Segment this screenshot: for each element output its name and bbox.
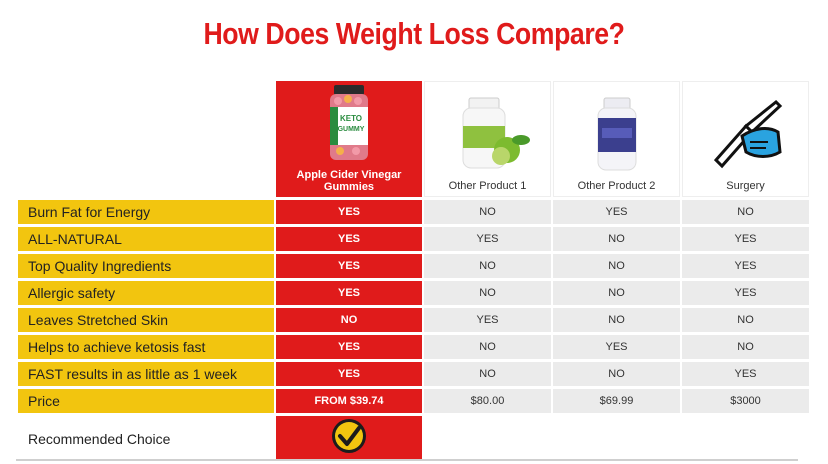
bottle-label-line2: GUMMY — [338, 126, 365, 133]
column-name: Surgery — [726, 180, 765, 192]
value-cell: NO — [553, 227, 680, 251]
value-cell: NO — [553, 308, 680, 332]
scalpel-hand-icon — [713, 99, 782, 169]
value-cell: YES — [682, 254, 809, 278]
featured-value-cell: YES — [276, 200, 422, 224]
value-cell: YES — [682, 281, 809, 305]
value-cell: $3000 — [682, 389, 809, 413]
value-cell: YES — [682, 362, 809, 386]
row-label: Price — [18, 389, 274, 413]
empty-cell — [553, 416, 680, 461]
value-cell: NO — [424, 281, 551, 305]
table-row: Top Quality Ingredients YES NO NO YES — [18, 254, 809, 278]
value-cell: NO — [553, 254, 680, 278]
header-row: KETO GUMMY Apple Cider Vinegar Gummies O… — [18, 81, 809, 197]
value-cell: YES — [424, 227, 551, 251]
value-cell: NO — [682, 308, 809, 332]
page-title: How Does Weight Loss Compare? — [203, 16, 625, 51]
row-label: Helps to achieve ketosis fast — [18, 335, 274, 359]
value-cell: YES — [424, 308, 551, 332]
value-cell: NO — [424, 254, 551, 278]
featured-value-cell: FROM $39.74 — [276, 389, 422, 413]
comparison-table: KETO GUMMY Apple Cider Vinegar Gummies O… — [16, 78, 811, 464]
table-row: Leaves Stretched Skin NO YES NO NO — [18, 308, 809, 332]
bottom-divider — [16, 459, 798, 461]
featured-value-cell: YES — [276, 281, 422, 305]
featured-value-cell: YES — [276, 335, 422, 359]
table-row: Burn Fat for Energy YES NO YES NO — [18, 200, 809, 224]
table-row: ALL-NATURAL YES YES NO YES — [18, 227, 809, 251]
keto-capsule-bottle-icon — [597, 97, 636, 171]
column-name: Other Product 1 — [448, 180, 527, 192]
header-featured-product: KETO GUMMY Apple Cider Vinegar Gummies — [276, 81, 422, 197]
value-cell: NO — [424, 362, 551, 386]
featured-value-cell: YES — [276, 227, 422, 251]
value-cell: NO — [682, 335, 809, 359]
header-other-product-1: Other Product 1 — [424, 81, 551, 197]
value-cell: YES — [553, 200, 680, 224]
empty-cell — [682, 416, 809, 461]
table-row: FAST results in as little as 1 week YES NO… — [18, 362, 809, 386]
header-other-product-2: Other Product 2 — [553, 81, 680, 197]
recommended-row: Recommended Choice — [18, 416, 809, 461]
value-cell: $80.00 — [424, 389, 551, 413]
empty-cell — [424, 416, 551, 461]
recommended-cell — [276, 416, 422, 461]
row-label: Top Quality Ingredients — [18, 254, 274, 278]
value-cell: NO — [682, 200, 809, 224]
recommended-label: Recommended Choice — [18, 416, 274, 461]
value-cell: YES — [553, 335, 680, 359]
column-name: Apple Cider Vinegar Gummies — [296, 169, 402, 193]
table-row: Price FROM $39.74 $80.00 $69.99 $3000 — [18, 389, 809, 413]
garcinia-bottle-icon — [462, 97, 530, 169]
row-label: Leaves Stretched Skin — [18, 308, 274, 332]
table-row: Helps to achieve ketosis fast YES NO YES NO — [18, 335, 809, 359]
row-label: FAST results in as little as 1 week — [18, 362, 274, 386]
row-label: Allergic safety — [18, 281, 274, 305]
checkmark-badge-icon — [332, 419, 366, 453]
value-cell: NO — [553, 281, 680, 305]
value-cell: NO — [553, 362, 680, 386]
row-label: ALL-NATURAL — [18, 227, 274, 251]
row-label: Burn Fat for Energy — [18, 200, 274, 224]
value-cell: $69.99 — [553, 389, 680, 413]
value-cell: NO — [424, 200, 551, 224]
bottle-label-brand: KETO — [340, 114, 362, 123]
header-surgery: Surgery — [682, 81, 809, 197]
header-empty-cell — [18, 81, 274, 197]
value-cell: YES — [682, 227, 809, 251]
value-cell: NO — [424, 335, 551, 359]
featured-value-cell: YES — [276, 362, 422, 386]
featured-value-cell: YES — [276, 254, 422, 278]
table-row: Allergic safety YES NO NO YES — [18, 281, 809, 305]
featured-value-cell: NO — [276, 308, 422, 332]
keto-gummy-bottle-icon: KETO GUMMY — [330, 85, 368, 160]
column-name: Other Product 2 — [577, 180, 656, 192]
